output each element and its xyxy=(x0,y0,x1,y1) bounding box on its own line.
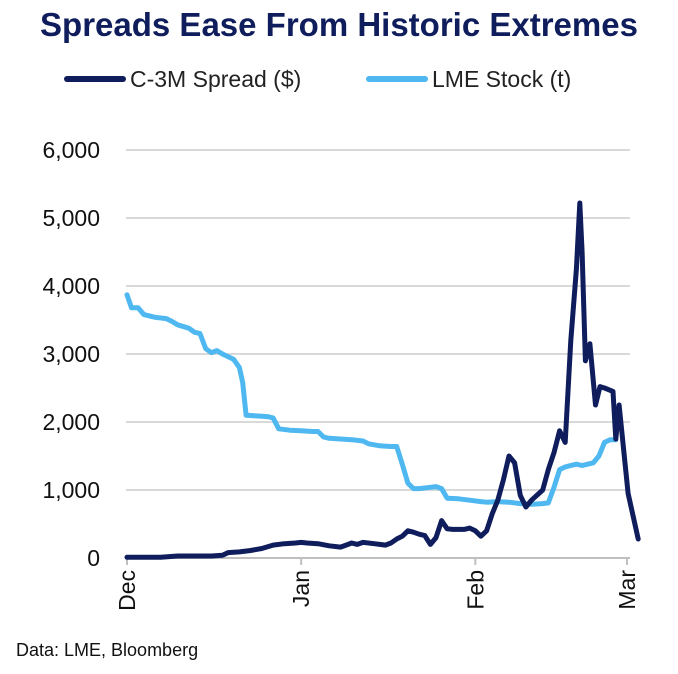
series-line-spread xyxy=(124,200,641,560)
legend-swatch-stock xyxy=(366,76,428,82)
x-tick-label: Mar xyxy=(614,570,640,610)
legend: C-3M Spread ($) LME Stock (t) xyxy=(0,62,678,96)
legend-label-spread: C-3M Spread ($) xyxy=(130,65,302,92)
legend-swatch-spread xyxy=(64,76,126,82)
y-tick-label: 1,000 xyxy=(42,477,100,503)
legend-label-stock: LME Stock (t) xyxy=(432,65,572,92)
x-tick-label: Dec xyxy=(114,570,140,611)
y-tick-label: 2,000 xyxy=(42,409,100,435)
y-tick-label: 6,000 xyxy=(42,137,100,163)
x-tick-label: Jan xyxy=(288,570,314,607)
y-tick-label: 3,000 xyxy=(42,341,100,367)
legend-item-spread: C-3M Spread ($) xyxy=(64,62,301,96)
source-note: Data: LME, Bloomberg xyxy=(16,640,199,660)
y-tick-label: 5,000 xyxy=(42,205,100,231)
series-line-stock xyxy=(124,292,619,507)
chart-title: Spreads Ease From Historic Extremes xyxy=(40,6,638,43)
legend-item-stock: LME Stock (t) xyxy=(366,62,571,96)
y-tick-label: 4,000 xyxy=(42,273,100,299)
x-tick-label: Feb xyxy=(462,570,488,610)
y-tick-label: 0 xyxy=(87,545,100,571)
